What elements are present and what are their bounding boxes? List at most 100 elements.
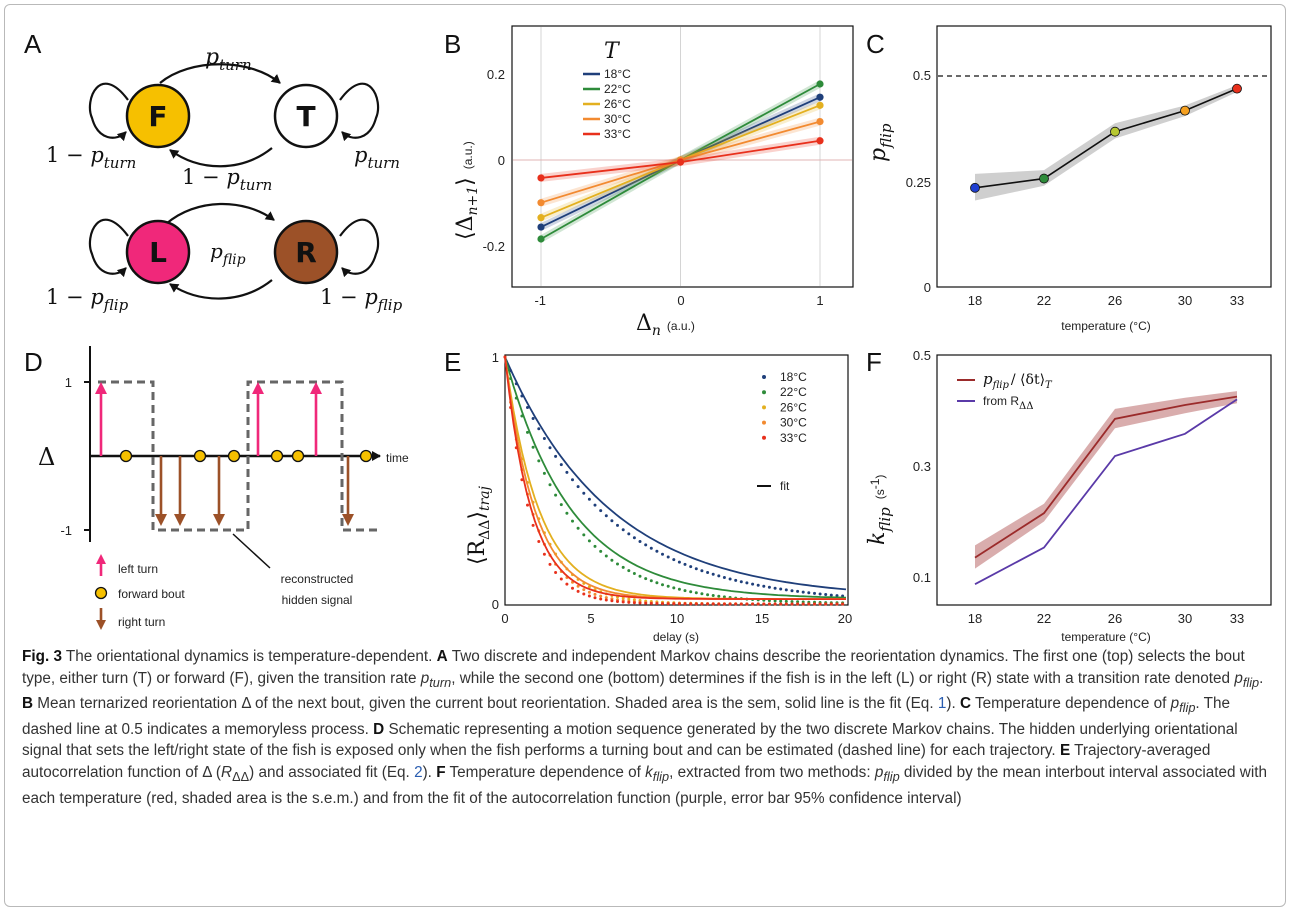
b-legend: 18°C22°C26°C30°C33°C: [583, 67, 631, 141]
e-xtick: 20: [838, 611, 852, 626]
equation-1-link[interactable]: 1: [937, 695, 947, 713]
e-data-point: [796, 589, 800, 593]
figure-graphics: A F T pturn 1 − pturn 1 − pturn pturn L …: [24, 25, 1272, 644]
f-ytick: 0.5: [913, 348, 931, 363]
e-xtick: 10: [670, 611, 684, 626]
panel-f-label: F: [866, 347, 882, 377]
e-data-point: [638, 540, 642, 543]
forward-bout-dot: [119, 449, 133, 463]
e-data-point: [582, 592, 586, 596]
e-data-point: [818, 592, 822, 596]
e-data-point: [638, 601, 642, 605]
e-data-point: [767, 585, 771, 589]
state-r-node: [273, 219, 339, 285]
forward-bout-dot: [270, 449, 284, 463]
d-left-turns: [95, 382, 322, 456]
arrow-r-to-l: [169, 279, 273, 300]
e-data-point: [587, 497, 591, 501]
d-forward-bouts: [119, 449, 373, 463]
state-l-node: [125, 219, 191, 285]
c-xlabel: temperature (°C): [1061, 319, 1151, 333]
caption-text: . The dashed line at 0.5 indicates a mem…: [22, 695, 1231, 738]
e-data-point: [537, 427, 541, 431]
b-data-point: [537, 235, 545, 243]
figure-frame: [4, 4, 1286, 907]
e-data-point: [666, 602, 670, 606]
caption-math-sub: flip: [883, 769, 900, 785]
forward-bout-dot: [227, 449, 241, 463]
e-data-point: [672, 602, 676, 606]
e-data-point: [818, 602, 822, 606]
e-data-point: [694, 567, 698, 571]
e-data-point: [649, 601, 653, 605]
label-p-flip-mid: pflip: [210, 239, 246, 268]
e-data-point: [706, 602, 710, 606]
caption-text: ).: [422, 764, 437, 782]
b-data-point: [537, 214, 545, 222]
arrow-f-to-t: [159, 63, 281, 84]
e-legend-label: 26°C: [780, 400, 807, 414]
equation-2-link[interactable]: 2: [414, 764, 423, 782]
b-legend-label: 26°C: [604, 97, 631, 111]
f-xtick: 33: [1230, 611, 1244, 626]
b-legend-title: T: [604, 39, 621, 64]
e-data-point: [739, 580, 743, 584]
e-data-point: [632, 601, 636, 605]
e-data-point: [616, 600, 619, 603]
e-data-point: [700, 602, 704, 606]
e-data-point: [571, 478, 574, 482]
e-data-point: [554, 493, 558, 497]
c-ytick: 0: [924, 280, 931, 295]
state-l-label: L: [149, 236, 167, 269]
b-data-point: [816, 101, 824, 109]
e-data-point: [604, 596, 608, 600]
e-data-point: [813, 591, 816, 595]
caption-math: p: [420, 669, 430, 687]
e-data-point: [559, 577, 563, 581]
e-data-point: [649, 579, 653, 583]
caption-math-sub: flip: [1179, 700, 1196, 716]
e-data-point: [835, 602, 839, 606]
e-data-point: [627, 600, 631, 604]
e-data-point: [559, 503, 563, 507]
e-data-point: [756, 602, 760, 606]
e-data-point: [627, 532, 631, 536]
e-data-point: [745, 581, 749, 585]
caption-math-sub: turn: [429, 674, 452, 690]
e-data-point: [610, 599, 614, 603]
e-data-point: [813, 602, 816, 606]
e-fit-curve: [504, 356, 846, 600]
e-data-point: [801, 590, 805, 594]
e-legend: 18°C22°C26°C 30°C33°C: [762, 370, 807, 445]
e-data-point: [565, 470, 569, 474]
d-ylabel: Δ: [38, 443, 55, 471]
c-data-point: [970, 182, 980, 193]
e-data-point: [790, 600, 794, 604]
e-ytick: 1: [492, 350, 499, 365]
forward-bout-dot: [359, 449, 373, 463]
label-p-turn-right: pturn: [354, 143, 400, 172]
b-ytick: 0: [498, 153, 505, 168]
b-data-point: [816, 93, 824, 101]
e-data-point: [796, 602, 800, 606]
e-data-point: [677, 587, 681, 591]
f-line-pflip: [974, 395, 1238, 559]
e-data-point: [790, 589, 794, 593]
e-xtick: 15: [755, 611, 769, 626]
e-legend-label: 33°C: [780, 431, 807, 445]
state-r-label: R: [295, 236, 317, 269]
e-data-point: [599, 549, 603, 553]
caption-text: divided by the mean interbout interval a…: [22, 764, 1268, 807]
e-data-point: [548, 483, 552, 487]
d-annotation-pointer: [232, 533, 271, 569]
markov-chain-flip: L R pflip 1 − pflip 1 − pflip: [46, 202, 403, 314]
e-data-point: [554, 454, 558, 458]
e-data-point: [711, 572, 715, 576]
f-ytick: 0.1: [913, 570, 931, 585]
state-t-node: [273, 83, 339, 149]
e-data-point: [824, 593, 828, 596]
e-data-point: [700, 569, 704, 573]
e-data-point: [717, 602, 721, 606]
caption-text: Temperature dependence of: [971, 695, 1171, 713]
f-xtick: 22: [1037, 611, 1051, 626]
